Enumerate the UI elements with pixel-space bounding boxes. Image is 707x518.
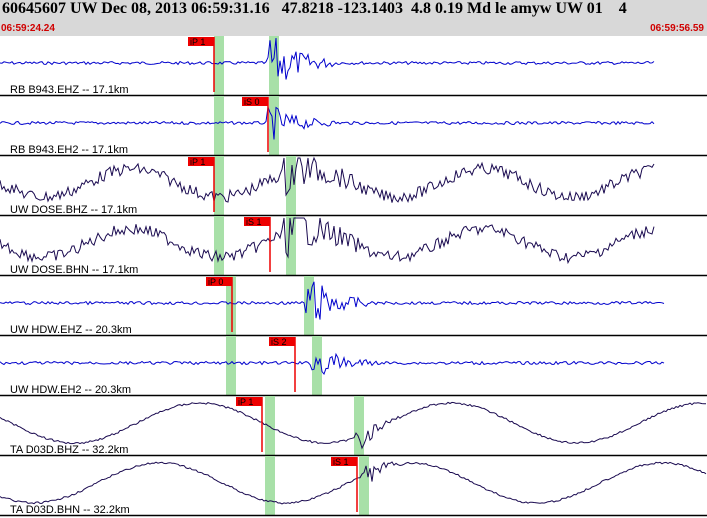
pick-flag[interactable]: [242, 97, 268, 106]
s-window: [269, 36, 279, 96]
pick-flag[interactable]: [244, 217, 270, 226]
waveform-trace: [0, 37, 655, 80]
channel-label: UW HDW.EHZ -- 20.3km: [10, 324, 132, 336]
s-window: [286, 156, 296, 216]
channel-label: RB B943.EHZ -- 17.1km: [10, 84, 129, 96]
pick-flag[interactable]: [236, 397, 262, 406]
pick-flag[interactable]: [269, 337, 295, 346]
start-time-label: 06:59:24.24: [1, 23, 55, 34]
pick-label: iS 1: [333, 457, 349, 467]
waveform-trace: [0, 461, 707, 505]
s-window: [359, 456, 369, 516]
channel-label: TA D03D.BHN -- 32.2km: [10, 504, 130, 516]
p-window: [265, 396, 275, 456]
pick-flag[interactable]: [331, 457, 357, 466]
p-window: [214, 216, 224, 276]
waveform-trace: [0, 352, 665, 376]
pick-label: iP 0: [208, 277, 223, 287]
waveform-trace: [0, 217, 655, 265]
channel-label: UW HDW.EH2 -- 20.3km: [10, 384, 131, 396]
waveform-trace: [0, 281, 665, 320]
seismogram-panel[interactable]: iP 1 RB B943.EHZ -- 17.1km iS 0 RB B943.EH2…: [0, 36, 707, 518]
waveform-trace: [0, 401, 706, 450]
channel-row[interactable]: iS 2 UW HDW.EH2 -- 20.3km: [0, 336, 707, 397]
channel-label: UW DOSE.BHN -- 17.1km: [10, 264, 138, 276]
channel-row[interactable]: iS 0 RB B943.EH2 -- 17.1km: [0, 96, 707, 157]
event-title: 60645607 UW Dec 08, 2013 06:59:31.16 47.…: [2, 0, 627, 17]
channel-row[interactable]: iP 1 UW DOSE.BHZ -- 17.1km: [0, 156, 707, 217]
pick-label: iP 1: [190, 157, 205, 167]
p-window: [265, 456, 275, 516]
end-time-label: 06:59:56.59: [650, 23, 704, 34]
s-window: [286, 216, 296, 276]
channel-row[interactable]: iP 1 RB B943.EHZ -- 17.1km: [0, 36, 707, 97]
s-window: [304, 276, 314, 336]
channel-row[interactable]: iS 1 TA D03D.BHN -- 32.2km: [0, 456, 707, 517]
channel-row[interactable]: iS 1 UW DOSE.BHN -- 17.1km: [0, 216, 707, 277]
channel-label: TA D03D.BHZ -- 32.2km: [10, 444, 128, 456]
pick-flag[interactable]: [188, 37, 214, 46]
p-window: [226, 336, 236, 396]
pick-label: iP 1: [238, 397, 253, 407]
channel-row[interactable]: iP 1 TA D03D.BHZ -- 32.2km: [0, 396, 707, 457]
p-window: [214, 156, 224, 216]
p-window: [214, 36, 224, 96]
pick-label: iP 1: [190, 37, 205, 47]
p-window: [214, 96, 224, 156]
pick-label: iS 0: [244, 97, 260, 107]
waveform-trace: [0, 156, 655, 204]
s-window: [312, 336, 322, 396]
channel-label: UW DOSE.BHZ -- 17.1km: [10, 204, 137, 216]
event-header: 60645607 UW Dec 08, 2013 06:59:31.16 47.…: [0, 0, 707, 36]
p-window: [226, 276, 236, 336]
channel-label: RB B943.EH2 -- 17.1km: [10, 144, 128, 156]
waveform-trace: [0, 106, 655, 140]
pick-label: iS 2: [271, 337, 287, 347]
pick-flag[interactable]: [188, 157, 214, 166]
pick-flag[interactable]: [206, 277, 232, 286]
s-window: [354, 396, 364, 456]
s-window: [269, 96, 279, 156]
channel-row[interactable]: iP 0 UW HDW.EHZ -- 20.3km: [0, 276, 707, 337]
pick-label: iS 1: [246, 217, 262, 227]
